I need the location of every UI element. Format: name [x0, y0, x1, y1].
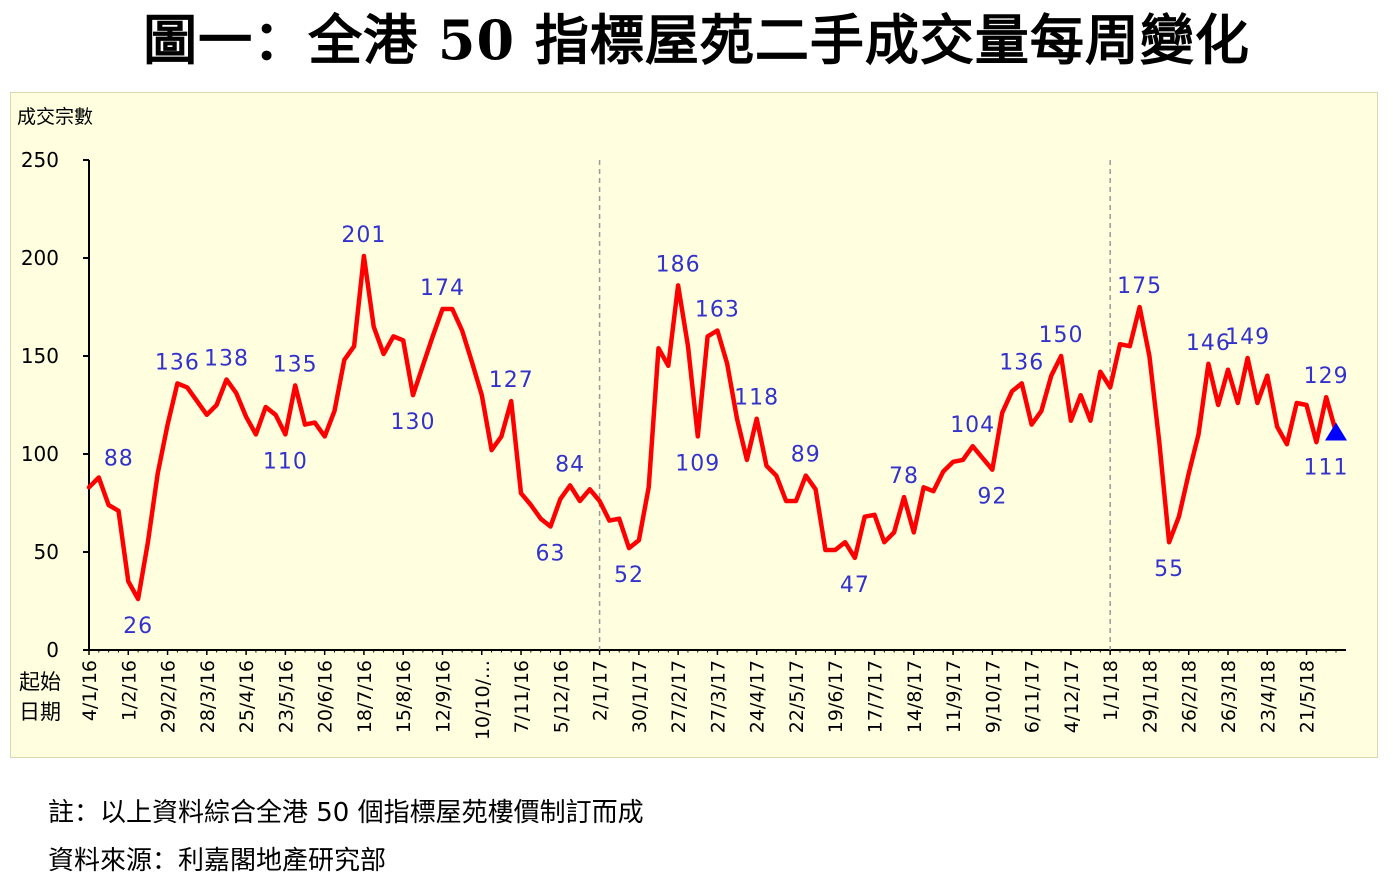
data-label: 149: [1225, 325, 1270, 350]
data-label: 150: [1039, 323, 1084, 348]
series-line: [86, 253, 1339, 602]
chart-title: 圖一：全港 50 指標屋苑二手成交量每周變化: [143, 8, 1250, 72]
data-label: 92: [977, 485, 1007, 510]
data-label: 110: [263, 449, 308, 474]
data-label: 104: [950, 413, 995, 438]
x-tick-label: 4/1/16: [79, 660, 101, 721]
x-tick-label: 18/7/16: [354, 660, 376, 733]
data-label: 136: [999, 350, 1044, 375]
data-label: 129: [1304, 364, 1349, 389]
data-label: 118: [734, 386, 779, 411]
data-label: 201: [341, 223, 386, 248]
x-tick-label: 21/5/18: [1297, 660, 1319, 733]
x-axis-label-line1: 起始: [19, 670, 61, 694]
x-tick-label: 10/10/…: [472, 660, 494, 740]
x-tick-label: 22/5/17: [786, 660, 808, 733]
data-label: 84: [555, 452, 585, 477]
y-tick-label: 0: [46, 638, 59, 662]
x-tick-label: 23/4/18: [1257, 660, 1279, 733]
x-tick-label: 19/6/17: [825, 660, 847, 733]
data-label: 186: [656, 252, 701, 277]
x-tick-label: 1/2/16: [118, 660, 140, 721]
y-tick-label: 150: [21, 344, 59, 368]
x-tick-label: 23/5/16: [275, 660, 297, 733]
x-tick-label: 2/1/17: [590, 660, 612, 721]
data-label: 89: [791, 443, 821, 468]
x-tick-label: 24/4/17: [747, 660, 769, 733]
x-tick-label: 28/3/16: [197, 660, 219, 733]
x-tick-label: 4/12/17: [1061, 660, 1083, 733]
footnote: 註：以上資料綜合全港 50 個指標屋苑樓價制訂而成: [48, 798, 644, 828]
x-tick-label: 20/6/16: [315, 660, 337, 733]
x-tick-label: 11/9/17: [943, 660, 965, 733]
x-axis-label-line2: 日期: [19, 700, 61, 724]
x-tick-label: 15/8/16: [393, 660, 415, 733]
x-tick-label: 12/9/16: [432, 660, 454, 733]
line-chart: 成交宗數 0 50 100 150 200 250 4/1/16 1/2/16 29/2/16 28…: [17, 106, 1349, 740]
x-tick-label: 29/1/18: [1139, 660, 1161, 733]
x-tick-label: 26/3/18: [1218, 660, 1240, 733]
y-tick-label: 200: [21, 246, 59, 270]
x-tick-label: 17/7/17: [865, 660, 887, 733]
data-label: 111: [1304, 455, 1349, 480]
data-label: 55: [1154, 557, 1184, 582]
x-tick-label: 26/2/18: [1179, 660, 1201, 733]
x-tick-label: 7/11/16: [511, 660, 533, 733]
x-tick-label: 14/8/17: [904, 660, 926, 733]
data-label: 52: [614, 563, 644, 588]
data-label: 135: [273, 352, 318, 377]
data-label: 109: [675, 451, 720, 476]
source-note: 資料來源：利嘉閣地產研究部: [48, 846, 387, 876]
x-tick-label: 5/12/16: [550, 660, 572, 733]
data-label: 136: [155, 350, 200, 375]
y-tick-label: 100: [21, 442, 59, 466]
x-tick-label: 9/10/17: [982, 660, 1004, 733]
x-tick-label: 27/2/17: [668, 660, 690, 733]
last-point-marker: [1325, 422, 1347, 441]
data-label: 127: [489, 368, 534, 393]
data-label: 163: [695, 298, 740, 323]
data-label: 146: [1186, 331, 1231, 356]
x-tick-label: 30/1/17: [629, 660, 651, 733]
x-tick-label: 29/2/16: [158, 660, 180, 733]
data-label: 47: [840, 573, 870, 598]
data-label: 26: [123, 614, 153, 639]
y-axis-label: 成交宗數: [17, 106, 93, 128]
y-tick-label: 50: [34, 540, 59, 564]
x-tick-label: 1/1/18: [1100, 660, 1122, 721]
data-label: 78: [889, 464, 919, 489]
x-tick-label: 27/3/17: [707, 660, 729, 733]
data-label: 130: [391, 410, 436, 435]
data-label: 138: [204, 347, 249, 372]
data-label: 88: [104, 447, 134, 472]
y-tick-label: 250: [21, 148, 59, 172]
x-tick-label: 25/4/16: [236, 660, 258, 733]
data-label: 63: [535, 542, 565, 567]
plot-area: 成交宗數 0 50 100 150 200 250 4/1/16 1/2/16 29/2/16 28…: [10, 92, 1378, 758]
data-label: 175: [1117, 274, 1162, 299]
x-tick-label: 6/11/17: [1022, 660, 1044, 733]
data-label: 174: [420, 276, 465, 301]
